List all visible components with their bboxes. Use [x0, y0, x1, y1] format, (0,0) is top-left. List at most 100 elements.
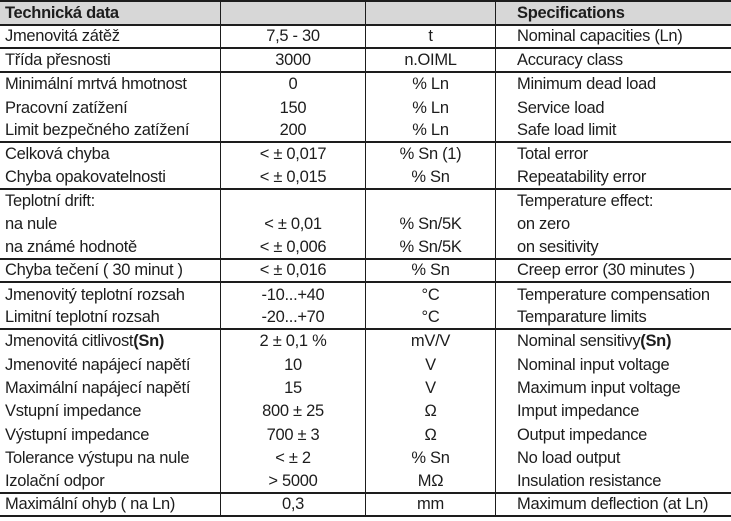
czech-label: Jmenovitá zátěž — [0, 26, 220, 47]
czech-label-text: Limitní teplotní rozsah — [5, 307, 160, 326]
value-cell-text: 2 ± 0,1 % — [259, 332, 327, 351]
value-cell — [220, 189, 365, 213]
table-row: Vstupní impedance 800 ± 25 Ω Imput impedanc… — [0, 400, 731, 424]
value-cell-text: 800 ± 25 — [262, 402, 324, 421]
value-cell: < ± 0,01 — [220, 213, 365, 237]
english-label: Nominal capacities (Ln) — [495, 26, 731, 48]
czech-label-text: Jmenovitý teplotní rozsah — [5, 285, 185, 304]
unit-cell-text: % Sn/5K — [399, 215, 462, 234]
english-label: Service load — [495, 96, 731, 120]
value-cell: 15 — [220, 376, 365, 400]
value-cell-text: < ± 2 — [275, 449, 311, 468]
czech-label: Limitní teplotní rozsah — [0, 307, 220, 328]
unit-cell: °C — [365, 306, 495, 328]
czech-label-text: Maximální ohyb ( na Ln) — [5, 494, 176, 513]
table-row: Izolační odpor > 5000 MΩ Insulation resista… — [0, 470, 731, 494]
value-cell-text: < ± 0,006 — [259, 237, 327, 256]
czech-label-text: Třída přesnosti — [5, 50, 111, 69]
english-label-text: Nominal sensitivy — [517, 332, 641, 351]
english-label-text: Accuracy class — [517, 50, 623, 69]
value-cell-text: < ± 0,015 — [259, 167, 327, 186]
unit-cell — [365, 189, 495, 213]
czech-label: Minimální mrtvá hmotnost — [0, 73, 220, 96]
english-label: Maximum deflection (at Ln) — [495, 493, 731, 515]
header-value-cell — [220, 2, 365, 24]
value-cell-text: 15 — [284, 379, 302, 398]
english-label: on zero — [495, 213, 731, 237]
value-cell: 0 — [220, 72, 365, 97]
czech-label: Tolerance výstupu na nule — [0, 447, 220, 470]
table-row: na známé hodnotě < ± 0,006 % Sn/5K on sesit… — [0, 236, 731, 260]
czech-label-text: Limit bezpečného zatížení — [5, 120, 190, 139]
unit-cell-text: % Sn — [411, 449, 450, 468]
english-label: Total error — [495, 142, 731, 167]
value-cell-text: < ± 0,01 — [264, 215, 322, 234]
unit-cell: % Ln — [365, 96, 495, 120]
english-label: Output impedance — [495, 423, 731, 447]
english-label: Minimum dead load — [495, 72, 731, 97]
czech-label-text: na nule — [5, 215, 58, 234]
value-cell-text: < ± 0,016 — [259, 261, 327, 280]
unit-cell: mm — [365, 493, 495, 515]
value-cell: < ± 0,016 — [220, 259, 365, 282]
english-label-text: Total error — [517, 145, 588, 164]
table-row: Pracovní zatížení 150 % Ln Service load — [0, 96, 731, 120]
english-label-text: Imput impedance — [517, 402, 640, 421]
value-cell-text: > 5000 — [268, 471, 318, 490]
czech-label-text: Maximální napájecí napětí — [5, 379, 191, 398]
table-row: Tolerance výstupu na nule < ± 2 % Sn No loa… — [0, 446, 731, 471]
english-label-text: Maximum input voltage — [517, 379, 681, 398]
value-cell-text: 200 — [279, 120, 307, 139]
english-label: Maximum input voltage — [495, 376, 731, 400]
value-cell: 2 ± 0,1 % — [220, 329, 365, 354]
unit-cell-text: MΩ — [417, 471, 444, 490]
value-cell: 200 — [220, 119, 365, 141]
value-cell: 700 ± 3 — [220, 423, 365, 447]
czech-label: Jmenovitá citlivost (Sn) — [0, 330, 220, 353]
czech-label-text: Chyba opakovatelnosti — [5, 167, 166, 186]
english-label: on sesitivity — [495, 236, 731, 258]
czech-label-text: Izolační odpor — [5, 471, 105, 490]
unit-cell-text: mm — [417, 494, 444, 513]
czech-label-text: Tolerance výstupu na nule — [5, 449, 190, 468]
value-cell-text: 3000 — [275, 50, 311, 69]
value-cell: 150 — [220, 96, 365, 120]
value-cell-text: 150 — [279, 98, 307, 117]
czech-label-text: Jmenovité napájecí napětí — [5, 355, 191, 374]
value-cell-text: -10...+40 — [261, 285, 325, 304]
header-unit-cell — [365, 2, 495, 24]
english-label-text: Minimum dead load — [517, 75, 656, 94]
czech-label: Teplotní drift: — [0, 190, 220, 213]
english-label: Temparature limits — [495, 306, 731, 328]
table-row: Limit bezpečného zatížení 200 % Ln Safe loa… — [0, 119, 731, 143]
unit-cell-text: % Ln — [412, 75, 449, 94]
english-label: Repeatability error — [495, 166, 731, 188]
english-label-text: Temperature compensation — [517, 285, 710, 304]
english-label-text: Service load — [517, 98, 605, 117]
table-row: Chyba tečení ( 30 minut ) < ± 0,016 % Sn Cr… — [0, 259, 731, 284]
table-row: Limitní teplotní rozsah -20...+70 °C Tempar… — [0, 306, 731, 330]
table-body: Jmenovitá zátěž 7,5 - 30 t Nominal capaciti… — [0, 26, 731, 517]
english-label: Imput impedance — [495, 400, 731, 424]
english-label-text: Temparature limits — [517, 307, 647, 326]
unit-cell: °C — [365, 283, 495, 307]
english-label: Temperature compensation — [495, 283, 731, 307]
czech-label-text: Teplotní drift: — [5, 192, 95, 211]
table-header-row: Technická data Specifications — [0, 2, 731, 26]
table-row: Minimální mrtvá hmotnost 0 % Ln Minimum dea… — [0, 72, 731, 97]
czech-label-text: Pracovní zatížení — [5, 98, 128, 117]
unit-cell-text: V — [425, 355, 436, 374]
unit-cell: t — [365, 26, 495, 48]
english-label: Accuracy class — [495, 49, 731, 71]
value-cell-text: 10 — [284, 355, 302, 374]
unit-cell: % Ln — [365, 72, 495, 97]
unit-cell: MΩ — [365, 470, 495, 492]
table-row: Maximální ohyb ( na Ln) 0,3 mm Maximum defl… — [0, 493, 731, 517]
czech-label-text: Celková chyba — [5, 145, 110, 164]
unit-cell: % Sn — [365, 259, 495, 282]
czech-label-text: Chyba tečení ( 30 minut ) — [5, 261, 183, 280]
czech-label: Chyba tečení ( 30 minut ) — [0, 260, 220, 281]
unit-cell-text: °C — [421, 307, 440, 326]
value-cell: -10...+40 — [220, 283, 365, 307]
table-row: Celková chyba < ± 0,017 % Sn (1) Total erro… — [0, 142, 731, 167]
